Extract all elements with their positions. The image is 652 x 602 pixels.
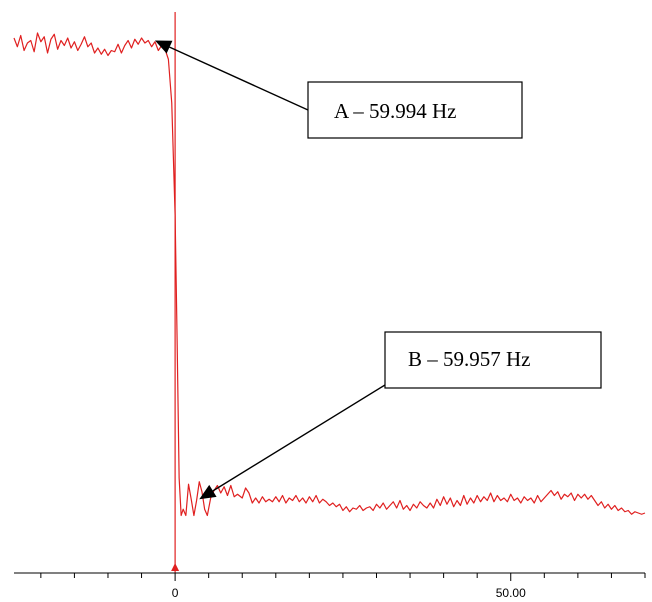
annotation-arrowhead-b	[199, 484, 217, 500]
annotation-a-label: A – 59.994 Hz	[334, 99, 457, 123]
annotation-a: A – 59.994 Hz	[307, 81, 523, 139]
annotation-arrow-b	[212, 384, 386, 492]
annotation-b-label: B – 59.957 Hz	[408, 347, 531, 371]
annotation-arrow-a	[169, 46, 309, 111]
series-line-0	[13, 32, 646, 517]
x-tick-label: 0	[172, 586, 179, 600]
plot-area: 0 50.00	[13, 12, 646, 600]
annotation-a-box	[307, 81, 523, 139]
event-marker-triangle	[171, 563, 180, 571]
annotation-b-box	[384, 331, 602, 389]
x-tick-label: 50.00	[496, 586, 526, 600]
annotation-b: B – 59.957 Hz	[384, 331, 602, 389]
annotation-arrowhead-a	[154, 40, 173, 54]
